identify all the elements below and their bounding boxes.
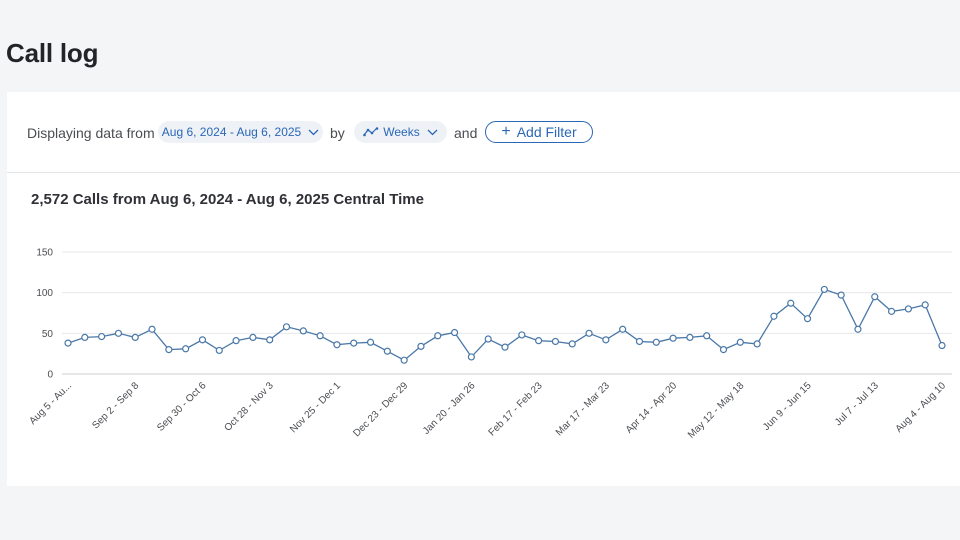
data-point: [450, 328, 459, 337]
data-point: [904, 305, 912, 313]
plus-icon: +: [501, 123, 511, 140]
data-point: [669, 334, 677, 342]
data-point: [770, 312, 778, 320]
data-point: [316, 332, 324, 340]
data-point: [232, 337, 240, 345]
add-filter-label: Add Filter: [516, 124, 577, 140]
data-point: [686, 333, 694, 341]
by-label: by: [330, 125, 345, 141]
call-log-card: Displaying data from Aug 6, 2024 - Aug 6…: [7, 92, 960, 486]
data-point: [887, 307, 896, 315]
data-point: [719, 346, 728, 354]
x-tick-label: Mar 17 - Mar 23: [554, 380, 612, 438]
y-tick-label: 100: [36, 288, 53, 299]
data-point: [619, 325, 627, 333]
data-point: [299, 327, 307, 335]
data-point: [703, 332, 711, 340]
data-point: [81, 333, 89, 341]
data-point: [787, 299, 795, 307]
chevron-down-icon: [308, 129, 319, 136]
data-point: [921, 301, 929, 309]
x-tick-label: Jun 9 - Jun 15: [761, 380, 814, 433]
data-point: [551, 337, 560, 346]
data-point: [652, 338, 660, 346]
date-range-dropdown[interactable]: Aug 6, 2024 - Aug 6, 2025: [158, 121, 323, 143]
displaying-data-label: Displaying data from: [27, 125, 155, 141]
x-tick-label: Jan 20 - Jan 26: [421, 380, 478, 437]
data-point: [585, 329, 593, 337]
x-tick-label: May 12 - May 18: [686, 380, 747, 441]
y-tick-label: 50: [42, 329, 54, 340]
data-point: [535, 337, 543, 345]
data-point: [854, 325, 862, 333]
data-point: [182, 345, 190, 353]
data-point: [131, 333, 139, 341]
x-tick-label: Sep 2 - Sep 8: [90, 380, 141, 431]
data-point: [467, 353, 475, 361]
data-point: [602, 336, 610, 344]
data-point: [215, 346, 223, 355]
trend-line-icon: [363, 127, 379, 137]
data-point: [501, 343, 509, 351]
data-point: [736, 338, 744, 346]
data-point: [148, 325, 156, 333]
data-point: [333, 341, 341, 349]
data-point: [383, 347, 391, 355]
x-tick-label: Aug 4 - Aug 10: [894, 380, 949, 435]
data-point: [837, 291, 845, 299]
data-point: [753, 340, 761, 348]
data-point: [938, 341, 946, 350]
y-tick-label: 0: [47, 370, 53, 381]
filter-bar: Displaying data from Aug 6, 2024 - Aug 6…: [7, 92, 960, 173]
x-tick-label: Sep 30 - Oct 6: [155, 380, 209, 434]
chart-title: 2,572 Calls from Aug 6, 2024 - Aug 6, 20…: [31, 191, 424, 208]
and-label: and: [454, 125, 478, 141]
data-point: [518, 331, 526, 339]
data-point: [64, 339, 72, 347]
data-point: [266, 336, 274, 344]
page-title: Call log: [6, 38, 99, 68]
y-tick-label: 150: [36, 248, 53, 259]
data-point: [400, 356, 408, 364]
data-point: [282, 323, 291, 331]
data-point: [350, 339, 358, 347]
data-point: [803, 315, 812, 323]
data-point: [568, 340, 576, 348]
data-point: [871, 293, 879, 301]
granularity-dropdown[interactable]: Weeks: [354, 121, 447, 143]
x-tick-label: Nov 25 - Dec 1: [288, 380, 343, 435]
call-volume-line-chart: 0 50 100 150 Aug 5 - Au... Sep 2 - Sep 8 Sep 3…: [27, 248, 952, 441]
data-point: [249, 333, 257, 341]
granularity-label: Weeks: [383, 125, 420, 139]
data-point: [484, 335, 492, 343]
data-point: [98, 332, 106, 341]
x-tick-label: Apr 14 - Apr 20: [624, 380, 680, 436]
x-tick-label: Dec 23 - Dec 29: [351, 380, 410, 439]
date-range-label: Aug 6, 2024 - Aug 6, 2025: [161, 125, 302, 139]
data-point: [434, 332, 442, 340]
x-tick-label: Jul 7 - Jul 13: [833, 380, 881, 428]
data-point: [114, 329, 123, 337]
data-point: [417, 342, 425, 350]
data-point: [635, 337, 644, 346]
data-point: [820, 285, 828, 294]
data-point: [198, 336, 207, 344]
data-point: [165, 346, 173, 354]
chevron-down-icon: [427, 129, 438, 136]
x-tick-label: Oct 28 - Nov 3: [222, 380, 276, 434]
add-filter-button[interactable]: + Add Filter: [485, 121, 593, 143]
x-tick-label: Aug 5 - Au...: [27, 380, 74, 427]
x-tick-label: Feb 17 - Feb 23: [487, 380, 545, 438]
data-point: [366, 338, 375, 346]
